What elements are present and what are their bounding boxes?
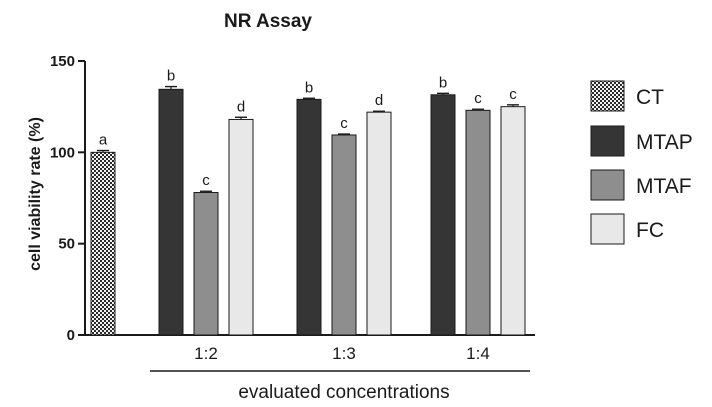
category-label: 1:3	[332, 344, 356, 363]
significance-label: a	[99, 132, 108, 149]
bar-mtaf-1-2	[193, 192, 219, 336]
significance-label: d	[237, 98, 245, 115]
legend-label-ct: CT	[636, 86, 664, 109]
significance-label: b	[305, 79, 313, 96]
y-tick-label: 100	[50, 144, 75, 161]
significance-label: b	[439, 74, 447, 91]
significance-label: d	[375, 92, 383, 109]
category-labels: 1:2 1:3 1:4	[194, 344, 490, 363]
legend-label-mtaf: MTAF	[636, 175, 692, 198]
significance-label: b	[167, 68, 175, 85]
legend-swatch-fc	[590, 213, 625, 245]
category-label: 1:2	[194, 344, 218, 363]
bar-fc-1-4	[500, 106, 526, 336]
bar-mtap-1-2	[158, 88, 184, 336]
legend-label-fc: FC	[636, 219, 664, 242]
y-tick-label: 150	[50, 53, 75, 70]
bar-mtap-1-3	[296, 98, 322, 336]
bars: a b c d b c d b c c	[90, 68, 526, 336]
chart-title: NR Assay	[224, 11, 312, 32]
bar-mtaf-1-4	[465, 109, 491, 336]
y-axis-label: cell viability rate (%)	[27, 117, 44, 271]
bar-mtap-1-4	[430, 94, 456, 336]
y-tick-label: 50	[58, 236, 75, 253]
legend-swatch-mtaf	[590, 169, 625, 201]
bar-fc-1-2	[228, 118, 254, 336]
bar-fc-1-3	[366, 111, 392, 336]
legend: CT MTAP MTAF FC	[590, 80, 693, 245]
significance-label: c	[340, 115, 348, 132]
legend-swatch-mtap	[590, 125, 625, 157]
legend-label-mtap: MTAP	[636, 131, 693, 154]
significance-label: c	[202, 172, 210, 189]
bar-ct	[90, 151, 116, 336]
category-label: 1:4	[466, 344, 490, 363]
y-tick-label: 0	[67, 327, 75, 344]
y-ticks: 0 50 100 150	[50, 53, 85, 344]
legend-swatch-ct	[590, 80, 625, 112]
significance-label: c	[474, 90, 482, 107]
significance-label: c	[509, 86, 517, 103]
bar-mtaf-1-3	[331, 134, 357, 336]
x-axis-label: evaluated concentrations	[238, 382, 449, 403]
